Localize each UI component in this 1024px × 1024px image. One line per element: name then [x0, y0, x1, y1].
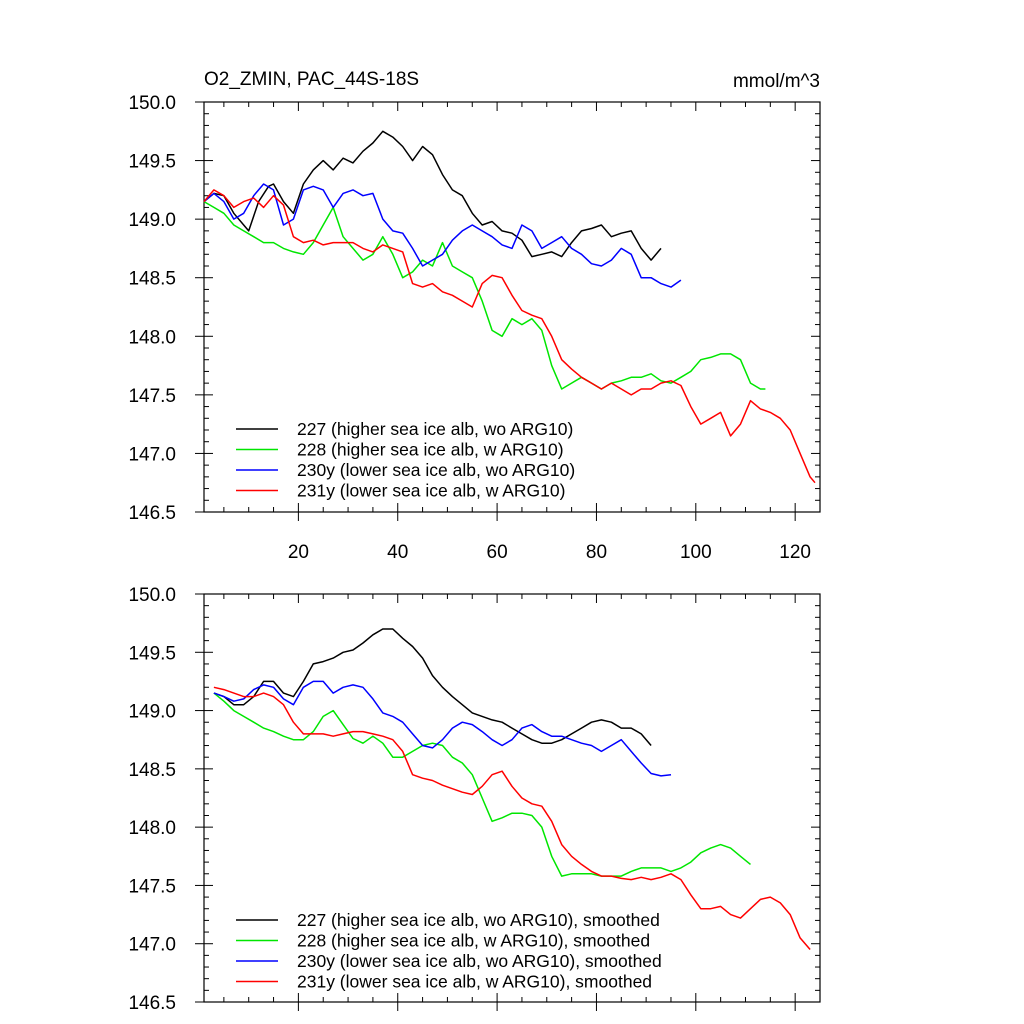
- series-line-1: [203, 130, 662, 261]
- y-tick-label: 147.0: [128, 444, 176, 465]
- series-line-1: [213, 628, 652, 746]
- series-line-2: [203, 200, 766, 390]
- plot-frame: [203, 593, 821, 1003]
- y-tick-label: 148.5: [128, 760, 176, 781]
- chart-units: mmol/m^3: [733, 71, 820, 92]
- y-tick-label: 150.0: [128, 585, 176, 606]
- legend: 227 (higher sea ice alb, wo ARG10)228 (h…: [236, 419, 575, 501]
- x-tick-label: 120: [779, 542, 811, 563]
- legend: 227 (higher sea ice alb, wo ARG10), smoo…: [236, 910, 662, 992]
- y-tick-label: 149.0: [128, 702, 176, 723]
- legend-entry: 227 (higher sea ice alb, wo ARG10), smoo…: [297, 910, 660, 930]
- x-tick-label: 100: [680, 542, 712, 563]
- y-tick-label: 149.5: [128, 152, 176, 173]
- series-line-4: [213, 686, 811, 950]
- series-line-3: [213, 680, 672, 777]
- legend-entry: 230y (lower sea ice alb, wo ARG10), smoo…: [297, 951, 662, 971]
- series-line-4: [203, 189, 816, 484]
- legend-entry: 231y (lower sea ice alb, w ARG10): [297, 481, 565, 501]
- y-tick-label: 146.5: [128, 993, 176, 1014]
- chart-panel-2: 146.5 147.0 147.5 148.0 148.5 149.0 149.5 150.0…: [128, 585, 821, 1014]
- x-tick-label: 40: [387, 542, 408, 563]
- chart-title: O2_ZMIN, PAC_44S-18S: [204, 69, 419, 90]
- y-tick-label: 149.5: [128, 643, 176, 664]
- y-tick-label: 149.0: [128, 210, 176, 231]
- series-line-3: [203, 183, 682, 288]
- series-line-2: [213, 692, 751, 877]
- y-tick-label: 148.5: [128, 269, 176, 290]
- legend-entry: 228 (higher sea ice alb, w ARG10): [297, 440, 564, 460]
- legend-entry: 227 (higher sea ice alb, wo ARG10): [297, 419, 573, 439]
- x-tick-label: 20: [288, 542, 309, 563]
- legend-entry: 230y (lower sea ice alb, wo ARG10): [297, 460, 575, 480]
- y-tick-label: 148.0: [128, 818, 176, 839]
- chart-panel-1: 20 40 60 80 100 120 146.5 147.0 147.5 148.0 148.5 1…: [128, 93, 821, 563]
- y-tick-label: 146.5: [128, 503, 176, 524]
- legend-entry: 228 (higher sea ice alb, w ARG10), smoot…: [297, 931, 650, 951]
- y-tick-label: 147.0: [128, 935, 176, 956]
- legend-entry: 231y (lower sea ice alb, w ARG10), smoot…: [297, 972, 652, 992]
- y-tick-label: 147.5: [128, 386, 176, 407]
- y-tick-label: 147.5: [128, 876, 176, 897]
- y-tick-label: 150.0: [128, 93, 176, 114]
- plot-frame: [203, 101, 821, 513]
- x-tick-label: 80: [586, 542, 607, 563]
- x-tick-label: 60: [487, 542, 508, 563]
- y-tick-label: 148.0: [128, 327, 176, 348]
